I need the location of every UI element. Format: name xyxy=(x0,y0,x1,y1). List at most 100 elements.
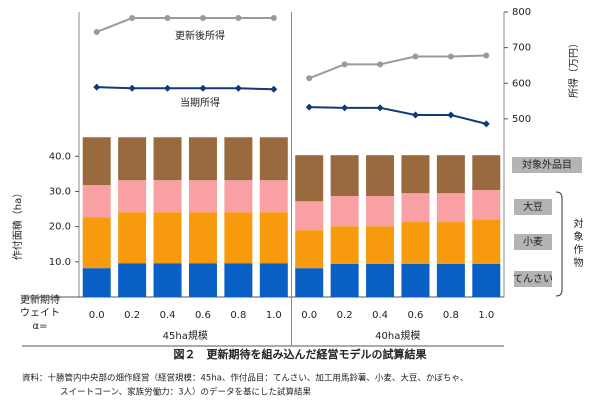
bar-segment xyxy=(188,263,217,297)
line xyxy=(96,17,274,33)
bar-segment xyxy=(118,137,147,181)
bar-segment xyxy=(330,196,359,227)
group-label: 45ha規模 xyxy=(163,330,208,342)
bar-segment xyxy=(472,190,501,220)
bar-segment xyxy=(472,155,501,191)
bar-segment xyxy=(366,155,395,197)
note: スイートコーン、家族労働力：3人）のデータを基にした試算結果 xyxy=(60,387,311,398)
x-tick-label: 0.2 xyxy=(124,310,140,321)
legend-item: 小麦 xyxy=(514,234,552,250)
x-tick-label: 0.8 xyxy=(443,310,459,321)
line-marker xyxy=(234,84,242,92)
x-tick-label: 0.4 xyxy=(372,310,388,321)
bar-segment xyxy=(366,263,395,297)
line-marker xyxy=(411,111,419,119)
bar-segment xyxy=(118,180,147,213)
y-tick-label: 30.0 xyxy=(49,186,71,197)
legend-item: 対象外品目 xyxy=(512,157,582,173)
line-marker xyxy=(235,15,242,22)
legend-box xyxy=(514,234,552,250)
bar-segment xyxy=(259,137,288,181)
line-marker xyxy=(306,75,313,82)
x-tick-label: 0.0 xyxy=(301,310,317,321)
bar-segment xyxy=(330,263,359,297)
bar-segment xyxy=(82,137,111,186)
line-marker xyxy=(341,61,348,68)
bar-segment xyxy=(472,263,501,297)
legend-box xyxy=(514,271,552,287)
legend-label: 対象外品目 xyxy=(522,158,572,171)
legend-label: てんさい xyxy=(513,273,553,285)
line-marker xyxy=(305,103,313,111)
bar-segment xyxy=(436,263,465,297)
bar-segment xyxy=(82,185,111,218)
line xyxy=(308,54,487,80)
line-marker xyxy=(129,15,136,22)
y2-tick-label: 500 xyxy=(512,114,531,125)
bar-segment xyxy=(224,212,253,264)
legend-item: 大豆 xyxy=(514,199,552,215)
bar-segment xyxy=(401,263,430,297)
x-row-label: 更新期待 xyxy=(20,293,60,306)
x-tick-label: 0.6 xyxy=(195,310,211,321)
x-row-label: ウェイト xyxy=(20,307,60,319)
legend-box xyxy=(512,157,582,173)
line-marker xyxy=(199,15,206,22)
line-marker xyxy=(93,28,100,35)
bar-segment xyxy=(188,180,217,213)
bar-segment xyxy=(472,219,501,264)
bracket xyxy=(555,191,563,297)
bar-segment xyxy=(118,263,147,297)
bar-segment xyxy=(224,263,253,297)
y-tick-label: 10.0 xyxy=(49,257,71,268)
bar-segment xyxy=(259,212,288,264)
bar-segment xyxy=(401,222,430,264)
bar-segment xyxy=(401,155,430,194)
x-tick-label: 1.0 xyxy=(478,310,494,321)
y2-axis-label: 所得（万円） xyxy=(568,38,580,98)
x-tick-label: 0.8 xyxy=(230,310,246,321)
line-marker xyxy=(412,53,419,60)
line-marker xyxy=(376,104,384,112)
line-marker xyxy=(164,84,172,92)
line-label: 当期所得 xyxy=(180,96,220,109)
line-marker xyxy=(377,61,384,68)
bar-segment xyxy=(118,212,147,264)
bar-segment xyxy=(259,180,288,213)
bar-segment xyxy=(82,217,111,269)
x-row-label: α= xyxy=(33,321,48,332)
line-marker xyxy=(341,104,349,112)
bar-segment xyxy=(436,155,465,194)
legend-label: 小麦 xyxy=(523,236,543,248)
y-tick-label: 40.0 xyxy=(49,151,71,162)
line-marker xyxy=(482,120,490,128)
y2-tick-label: 700 xyxy=(512,43,531,54)
note: 資料：十勝管内中央部の畑作経営（経営規模：45ha、作付品目：てんさい、加工用馬… xyxy=(22,373,468,384)
bar-segment xyxy=(224,180,253,213)
bar-segment xyxy=(436,222,465,264)
legend-item: てんさい xyxy=(513,271,553,287)
bar-segment xyxy=(82,268,111,297)
line-marker xyxy=(270,15,277,22)
x-tick-label: 0.6 xyxy=(408,310,424,321)
line xyxy=(309,106,487,125)
line-marker xyxy=(447,53,454,60)
bar-segment xyxy=(259,263,288,297)
bar-segment xyxy=(366,196,395,227)
bar-segment xyxy=(366,226,395,264)
bar-segment xyxy=(224,137,253,181)
bar-segment xyxy=(436,193,465,223)
bar-segment xyxy=(188,137,217,181)
bar-segment xyxy=(153,212,182,264)
bar-segment xyxy=(295,155,324,202)
bar-segment xyxy=(330,226,359,264)
line xyxy=(96,86,274,91)
bar-segment xyxy=(330,155,359,197)
group-label: 40ha規模 xyxy=(375,330,420,342)
line-marker xyxy=(270,85,278,93)
bar-segment xyxy=(153,263,182,297)
caption: 図２ 更新期待を組み込んだ経営モデルの試算結果 xyxy=(174,347,427,361)
line-marker xyxy=(447,111,455,119)
bracket-label: 対象作物 xyxy=(571,217,583,270)
